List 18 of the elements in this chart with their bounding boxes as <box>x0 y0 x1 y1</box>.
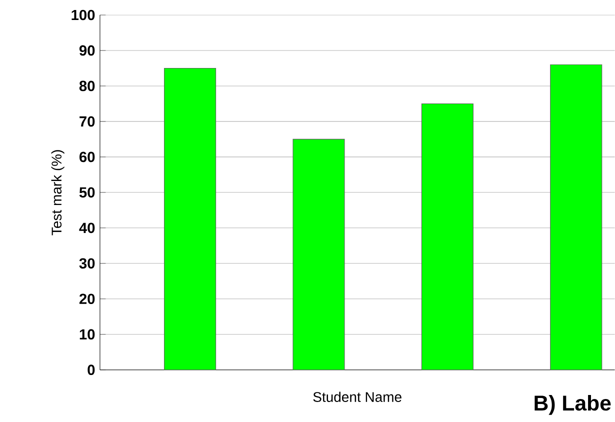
bar <box>550 64 602 370</box>
y-tick-label: 0 <box>88 364 95 376</box>
bar <box>292 139 345 370</box>
x-axis-title: Student Name <box>313 392 402 402</box>
y-tick-label: 30 <box>79 258 95 269</box>
y-tick-label: 20 <box>79 294 95 304</box>
y-tick-label: 80 <box>79 80 95 92</box>
y-tick-label: 40 <box>79 222 95 234</box>
text: B) Labe <box>534 395 611 415</box>
y-tick-label: 90 <box>79 45 95 56</box>
y-tick-label: 50 <box>79 187 95 198</box>
bar <box>421 104 474 370</box>
y-axis-title: Test mark (%) <box>51 150 64 236</box>
y-tick-label: 70 <box>80 116 95 127</box>
y-tick-label: 60 <box>79 152 95 162</box>
y-tick-label: 10 <box>80 329 95 340</box>
y-tick-label: 100 <box>72 10 95 20</box>
bar <box>164 68 216 370</box>
